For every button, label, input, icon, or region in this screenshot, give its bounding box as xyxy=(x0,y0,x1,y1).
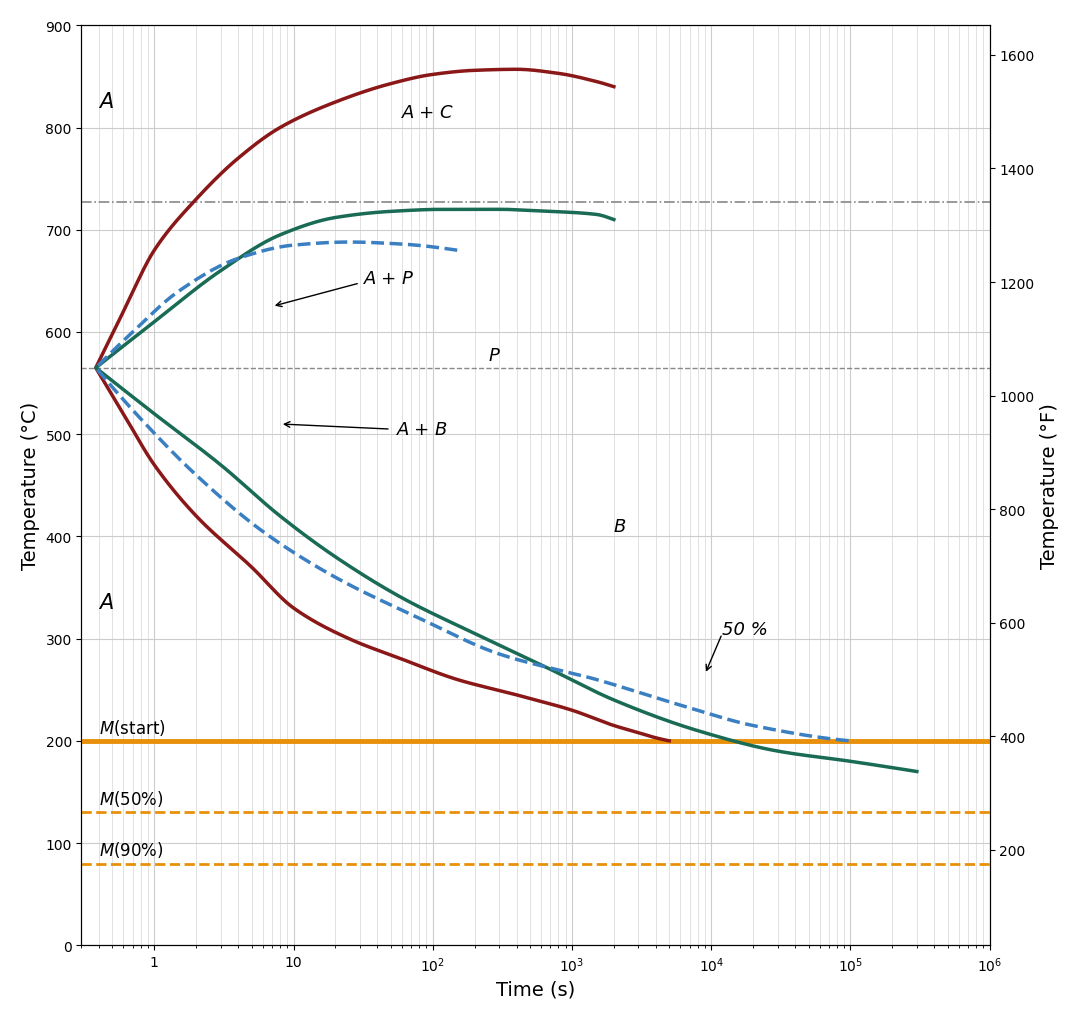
Text: $M$(50%): $M$(50%) xyxy=(99,789,164,808)
Text: A + B: A + B xyxy=(396,421,448,439)
Y-axis label: Temperature (°F): Temperature (°F) xyxy=(1040,403,1059,569)
X-axis label: Time (s): Time (s) xyxy=(496,979,576,999)
Text: A + P: A + P xyxy=(364,270,414,287)
Text: A: A xyxy=(99,592,113,612)
Y-axis label: Temperature (°C): Temperature (°C) xyxy=(21,401,40,570)
Text: 50 %: 50 % xyxy=(723,620,768,638)
Text: $M$(start): $M$(start) xyxy=(99,717,165,737)
Text: A + C: A + C xyxy=(402,104,454,122)
Text: P: P xyxy=(488,346,499,364)
Text: A: A xyxy=(99,92,113,112)
Text: $M$(90%): $M$(90%) xyxy=(99,840,164,859)
Text: B: B xyxy=(613,518,626,536)
